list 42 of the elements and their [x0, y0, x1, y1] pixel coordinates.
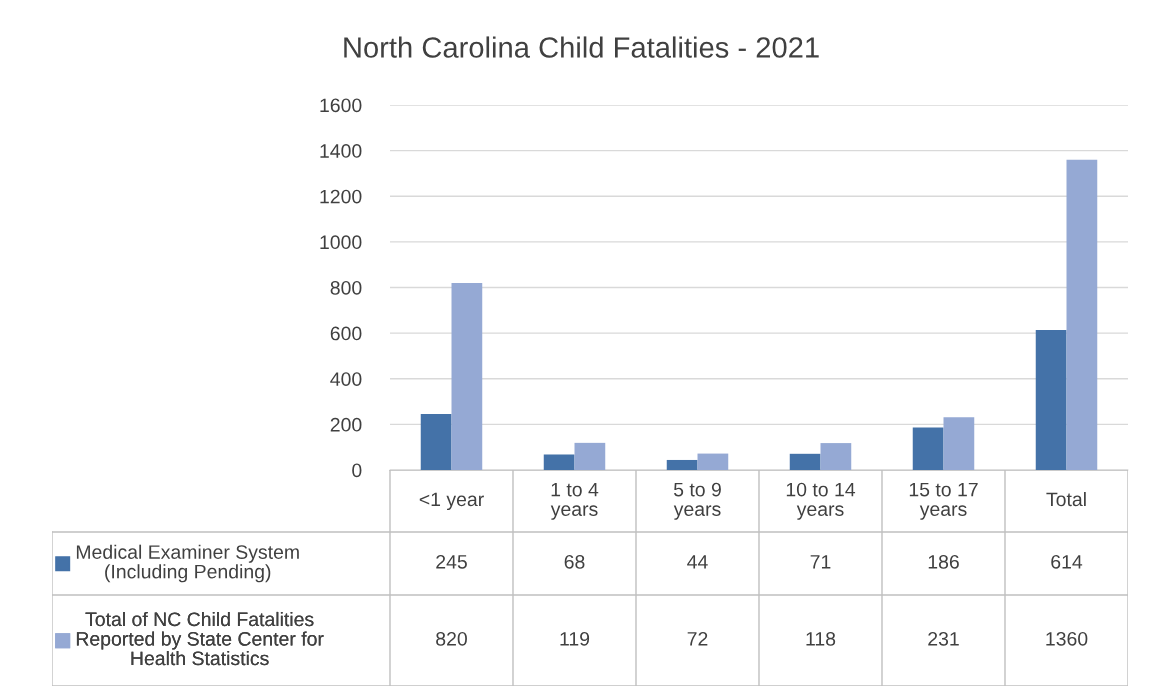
- y-tick-label: 1400: [320, 144, 362, 158]
- y-tick-label: 200: [330, 417, 362, 432]
- x-tick-label: <1 year: [419, 492, 484, 511]
- data-label: 118: [806, 631, 836, 646]
- data-label: 231: [928, 631, 959, 646]
- data-label: 68: [564, 554, 585, 569]
- bar: [451, 282, 483, 470]
- bar: [1035, 329, 1067, 470]
- data-label: 614: [1051, 554, 1083, 569]
- legend-label: Total of NC Child Fatalities Reported by State Center for Health Statistics: [76, 611, 324, 666]
- bar: [420, 414, 452, 470]
- data-label: 1360: [1046, 631, 1088, 646]
- y-tick-label: 400: [330, 372, 362, 386]
- y-tick-label: 1200: [320, 189, 362, 204]
- data-label: 186: [928, 554, 959, 569]
- bar: [912, 427, 944, 470]
- bar: [820, 443, 852, 470]
- x-tick-label: 10 to 14 years: [786, 482, 856, 520]
- data-label: 44: [687, 555, 708, 569]
- legend-label: Medical Examiner System (Including Pending): [76, 544, 299, 583]
- data-label: 245: [436, 554, 467, 569]
- bar: [666, 459, 698, 470]
- x-tick-label: 1 to 4 years: [550, 482, 599, 520]
- bar: [574, 442, 606, 470]
- bar: [1066, 159, 1098, 470]
- bar: [543, 454, 575, 470]
- data-label: 71: [810, 555, 831, 569]
- y-tick-label: 600: [330, 326, 362, 341]
- x-tick-label: 5 to 9 years: [673, 482, 721, 520]
- data-label: 820: [436, 631, 467, 646]
- y-tick-label: 1000: [320, 235, 362, 250]
- bar: [789, 453, 821, 470]
- chart-title: North Carolina Child Fatalities - 2021: [344, 36, 819, 58]
- bar: [697, 453, 729, 470]
- y-tick-label: 800: [330, 280, 362, 295]
- x-tick-label: Total: [1046, 491, 1086, 507]
- y-tick-label: 0: [352, 463, 362, 478]
- data-label: 72: [687, 631, 708, 646]
- y-tick-label: 1600: [320, 98, 362, 113]
- data-label: 119: [560, 631, 590, 646]
- x-tick-label: 15 to 17 years: [909, 482, 978, 520]
- bar: [943, 417, 975, 470]
